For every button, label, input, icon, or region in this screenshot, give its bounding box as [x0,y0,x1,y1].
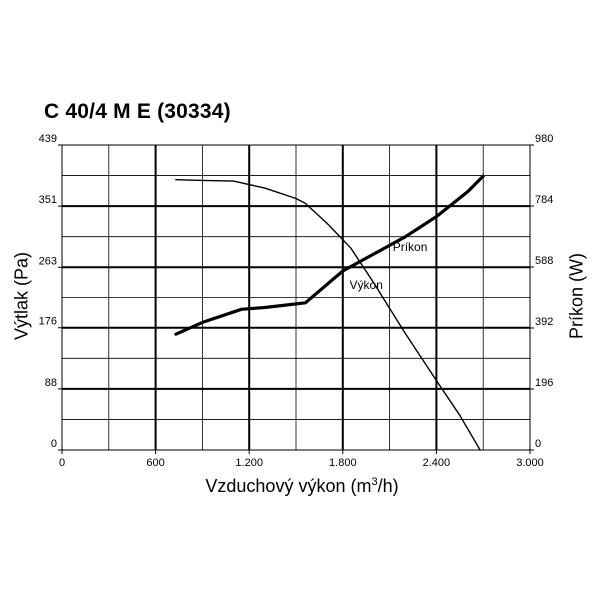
y-right-tick-label: 588 [535,255,553,267]
annotation-v-kon: Výkon [350,278,383,292]
y-axis-label-left: Výtlak (Pa) [11,251,32,341]
x-tick-label: 2.400 [423,457,451,469]
y-left-tick-label: 351 [39,194,57,206]
y-right-tick-label: 980 [535,133,553,145]
y-left-tick-label: 176 [39,316,57,328]
x-axis-label: Vzduchový výkon (m3/h) [205,476,399,496]
series-group [174,174,485,451]
y-right-tick-label: 0 [535,438,541,450]
grid [62,145,530,450]
series-line-pr-kon [174,174,485,336]
y-right-tick-label: 784 [535,194,553,206]
annotation-pr-kon: Príkon [393,240,428,254]
plot-frame [61,144,531,451]
y-left-tick-label: 263 [39,255,57,267]
x-tick-label: 3.000 [516,457,544,469]
x-tick-label: 1.200 [235,457,263,469]
y-left-tick-label: 439 [39,133,57,145]
chart-title: C 40/4 M E (30334) [44,100,231,123]
y-axis-label-right: Príkon (W) [566,252,587,340]
annotations: Príkon Výkon [350,240,428,292]
x-tick-label: 0 [59,457,65,469]
y-right-tick-label: 392 [535,316,553,328]
y-right-tick-label: 196 [535,377,553,389]
x-tick-label: 600 [146,457,164,469]
series-line-v-kon [175,178,481,451]
x-tick-label: 1.800 [329,457,357,469]
tick-labels: 0 600 1.200 1.800 2.400 3.000 0 88 176 263 351 439 0… [39,133,554,469]
y-left-tick-label: 0 [51,438,57,450]
y-left-tick-label: 88 [45,377,57,389]
